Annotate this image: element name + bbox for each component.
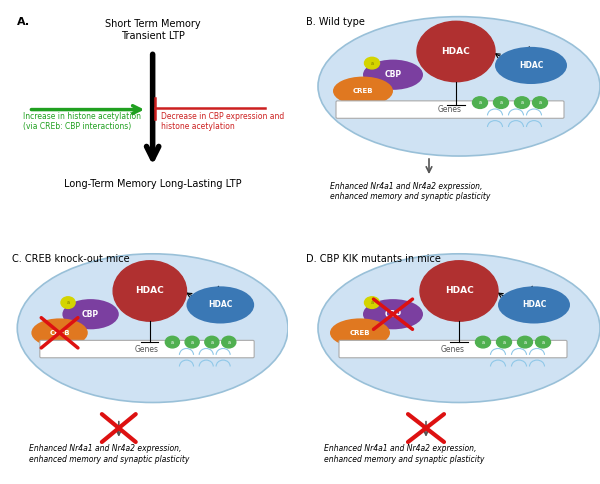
Text: Increase in histone acetylation
(via CREb: CBP interactions): Increase in histone acetylation (via CRE… — [23, 112, 141, 131]
Text: Long-Term Memory Long-Lasting LTP: Long-Term Memory Long-Lasting LTP — [64, 179, 241, 189]
Text: Enhanced Nr4a1 and Nr4a2 expression,
enhanced memory and synaptic plasticity: Enhanced Nr4a1 and Nr4a2 expression, enh… — [29, 444, 189, 464]
Ellipse shape — [62, 299, 119, 329]
FancyBboxPatch shape — [339, 340, 567, 358]
Text: HDAC: HDAC — [519, 61, 543, 70]
Text: a: a — [67, 300, 70, 305]
Ellipse shape — [363, 299, 423, 329]
Circle shape — [222, 336, 236, 348]
Text: Enhanced Nr4a1 and Nr4a2 expression,
enhanced memory and synaptic plasticity: Enhanced Nr4a1 and Nr4a2 expression, enh… — [330, 182, 490, 201]
Text: a: a — [542, 340, 545, 345]
Text: HDAC: HDAC — [136, 287, 164, 295]
Ellipse shape — [17, 254, 288, 403]
Text: a: a — [171, 340, 174, 345]
Circle shape — [205, 336, 219, 348]
Circle shape — [365, 57, 380, 69]
Text: Genes: Genes — [438, 105, 462, 114]
Circle shape — [476, 336, 491, 348]
Ellipse shape — [363, 60, 423, 90]
Text: Short Term Memory
Transient LTP: Short Term Memory Transient LTP — [105, 19, 200, 41]
Circle shape — [185, 336, 199, 348]
Text: a: a — [523, 340, 527, 345]
Text: HDAC: HDAC — [445, 287, 473, 295]
Text: a: a — [191, 340, 194, 345]
Text: a: a — [499, 100, 503, 105]
Ellipse shape — [333, 76, 393, 106]
Ellipse shape — [330, 318, 390, 347]
Text: CREB: CREB — [49, 330, 70, 336]
Ellipse shape — [495, 47, 567, 84]
Text: HDAC: HDAC — [208, 301, 233, 309]
Text: CBP: CBP — [385, 310, 401, 318]
Circle shape — [61, 297, 75, 308]
Circle shape — [365, 297, 380, 308]
Circle shape — [536, 336, 551, 348]
Circle shape — [493, 97, 509, 108]
Circle shape — [420, 261, 498, 321]
Text: CBP: CBP — [385, 70, 401, 79]
Text: a: a — [521, 100, 523, 105]
Circle shape — [113, 261, 187, 321]
Text: HDAC: HDAC — [522, 301, 546, 309]
Circle shape — [473, 97, 487, 108]
Text: a: a — [479, 100, 482, 105]
Text: Enhanced Nr4a1 and Nr4a2 expression,
enhanced memory and synaptic plasticity: Enhanced Nr4a1 and Nr4a2 expression, enh… — [324, 444, 484, 464]
Text: HDAC: HDAC — [442, 47, 470, 56]
Ellipse shape — [318, 254, 600, 403]
Text: a: a — [211, 340, 214, 345]
FancyBboxPatch shape — [40, 340, 254, 358]
Circle shape — [517, 336, 533, 348]
Text: CBP: CBP — [82, 310, 99, 318]
Text: B. Wild type: B. Wild type — [306, 16, 365, 27]
Text: CREB: CREB — [353, 88, 373, 94]
Text: A.: A. — [17, 16, 31, 27]
Text: CREB: CREB — [350, 330, 370, 336]
Circle shape — [533, 97, 548, 108]
Circle shape — [497, 336, 511, 348]
Text: a: a — [539, 100, 542, 105]
Text: a: a — [503, 340, 505, 345]
Text: Genes: Genes — [135, 345, 159, 353]
Text: D. CBP KIK mutants in mice: D. CBP KIK mutants in mice — [306, 254, 441, 264]
Circle shape — [417, 21, 495, 82]
Text: a: a — [227, 340, 230, 345]
Ellipse shape — [187, 287, 254, 323]
Text: a: a — [371, 60, 373, 66]
Text: a: a — [371, 300, 373, 305]
Ellipse shape — [318, 16, 600, 156]
Text: C. CREB knock-out mice: C. CREB knock-out mice — [11, 254, 129, 264]
Circle shape — [515, 97, 530, 108]
Ellipse shape — [31, 318, 88, 347]
Text: a: a — [482, 340, 485, 345]
Text: Genes: Genes — [441, 345, 465, 353]
FancyBboxPatch shape — [336, 101, 564, 118]
Circle shape — [166, 336, 179, 348]
Ellipse shape — [498, 287, 570, 323]
Text: Decrease in CBP expression and
histone acetylation: Decrease in CBP expression and histone a… — [161, 112, 284, 131]
